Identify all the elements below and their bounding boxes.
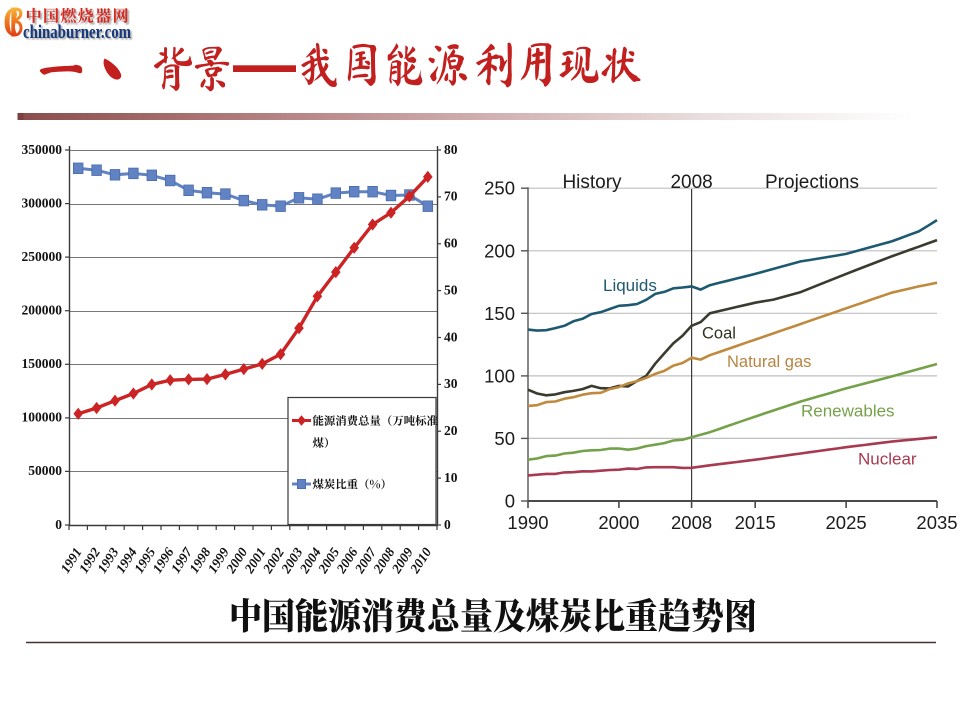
svg-text:2025: 2025 [826,512,867,533]
svg-text:Coal: Coal [702,325,736,343]
svg-text:chinaburner.com: chinaburner.com [25,25,133,45]
svg-text:Natural gas: Natural gas [727,353,811,371]
svg-text:2000: 2000 [598,512,639,533]
svg-text:50000: 50000 [28,463,62,478]
svg-text:40: 40 [444,329,458,344]
svg-text:200: 200 [484,240,515,261]
svg-text:150: 150 [484,303,515,324]
svg-text:2015: 2015 [735,512,776,533]
svg-text:300000: 300000 [22,195,63,210]
svg-text:10: 10 [444,470,458,485]
svg-text:250000: 250000 [22,249,63,264]
svg-text:Nuclear: Nuclear [858,450,917,469]
svg-text:250: 250 [484,178,515,199]
svg-text:1990: 1990 [507,512,548,533]
svg-text:2010: 2010 [406,545,434,577]
svg-text:350000: 350000 [22,142,63,157]
svg-text:100000: 100000 [22,410,63,425]
svg-text:2035: 2035 [916,512,957,533]
svg-text:0: 0 [55,517,62,532]
svg-text:0: 0 [505,491,515,512]
svg-text:100: 100 [484,365,515,386]
svg-text:Renewables: Renewables [801,402,895,421]
svg-text:History: History [562,172,622,193]
svg-text:0: 0 [444,517,451,532]
svg-text:70: 70 [444,189,458,204]
svg-text:Projections: Projections [765,172,859,193]
svg-text:200000: 200000 [22,303,63,318]
svg-text:30: 30 [444,376,458,391]
svg-text:2008: 2008 [671,512,712,533]
svg-text:150000: 150000 [22,356,63,371]
svg-text:20: 20 [444,423,458,438]
svg-text:50: 50 [444,282,458,297]
svg-text:2008: 2008 [670,172,712,193]
svg-text:80: 80 [444,142,458,157]
svg-text:50: 50 [494,428,515,449]
svg-text:60: 60 [444,236,458,251]
svg-text:Liquids: Liquids [603,276,657,295]
svg-text:chinaburner.com: chinaburner.com [23,23,131,43]
